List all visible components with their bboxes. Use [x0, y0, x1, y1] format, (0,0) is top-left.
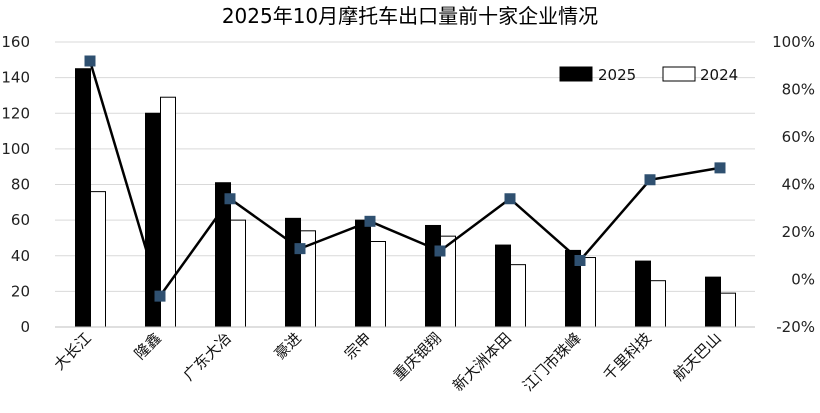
- y-right-tick-label: 20%: [782, 223, 815, 241]
- bar-2024-9: [720, 292, 736, 328]
- category-label: 江门市珠峰: [519, 329, 585, 395]
- y-left-tick-label: 40: [11, 247, 30, 265]
- legend-label-2025: 2025: [598, 66, 636, 84]
- growth-line-path: [88, 60, 721, 299]
- bar-2024-4: [370, 241, 386, 328]
- y-left-tick-label: 60: [11, 211, 30, 229]
- legend-swatch-2025: [559, 66, 593, 82]
- bar-2025-6: [495, 244, 511, 328]
- growth-point-0: [84, 55, 96, 67]
- bars: [75, 68, 736, 328]
- bar-2025-9: [705, 276, 721, 328]
- bar-2024-6: [510, 264, 526, 328]
- legend-swatch-2024: [662, 66, 696, 82]
- bar-2025-0: [75, 68, 91, 328]
- y-left-tick-label: 20: [11, 282, 30, 300]
- bar-2025-3: [285, 217, 301, 328]
- y-left-tick-label: 100: [1, 140, 30, 158]
- growth-point-6: [504, 193, 516, 205]
- growth-point-4: [364, 215, 376, 227]
- category-label: 宗申: [341, 329, 375, 363]
- category-label: 豪进: [271, 329, 305, 363]
- growth-point-8: [644, 174, 656, 186]
- category-label: 大长江: [50, 329, 95, 374]
- growth-point-5: [434, 245, 446, 257]
- y-right-tick-label: 40%: [782, 176, 815, 194]
- growth-point-1: [154, 290, 166, 302]
- growth-line: [84, 55, 726, 302]
- bar-2024-2: [230, 219, 246, 328]
- growth-point-7: [574, 255, 586, 266]
- category-label: 隆鑫: [131, 329, 165, 363]
- bar-2024-7: [580, 257, 596, 328]
- bar-2024-8: [650, 280, 666, 328]
- y-left-tick-label: 160: [1, 33, 30, 51]
- legend-label-2024: 2024: [700, 66, 738, 84]
- legend: 2025 2024: [559, 66, 738, 84]
- growth-point-2: [224, 193, 236, 205]
- y-left-tick-label: 0: [20, 318, 30, 336]
- y-right-tick-label: -20%: [776, 318, 815, 336]
- y-right-tick-label: 60%: [782, 128, 815, 146]
- bar-2025-2: [215, 182, 231, 328]
- growth-point-9: [714, 162, 726, 174]
- category-label: 千里科技: [600, 329, 655, 384]
- bar-2025-5: [425, 224, 441, 328]
- bar-2025-4: [355, 219, 371, 328]
- bar-2024-0: [90, 191, 106, 328]
- y-left-tick-label: 140: [1, 69, 30, 87]
- y-right-tick-label: 0%: [791, 271, 815, 289]
- y-right-tick-label: 100%: [772, 33, 815, 51]
- category-label: 新大洲本田: [449, 329, 515, 395]
- y-left-tick-label: 120: [1, 104, 30, 122]
- axes: 0 20 40 60 80 100 120 140 160 -20% 0% 20% 40% 60% 80% 1…: [1, 33, 815, 395]
- growth-point-3: [294, 243, 306, 255]
- category-label: 航天巴山: [670, 329, 725, 384]
- chart-title: 2025年10月摩托车出口量前十家企业情况: [222, 4, 598, 28]
- y-left-tick-label: 80: [11, 176, 30, 194]
- bar-2025-8: [635, 260, 651, 328]
- category-label: 重庆银翔: [390, 329, 445, 384]
- y-right-tick-label: 80%: [782, 81, 815, 99]
- category-label: 广东大冶: [180, 329, 235, 384]
